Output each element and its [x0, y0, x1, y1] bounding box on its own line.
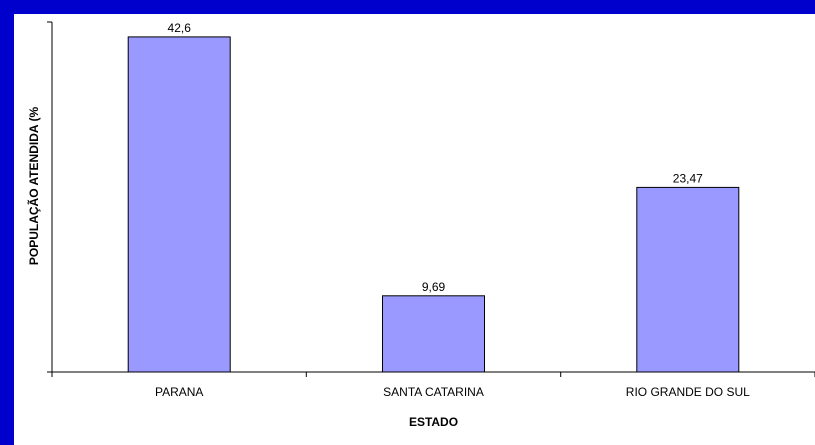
- bars-layer: [127, 36, 740, 373]
- x-tick-label-santa-catarina: SANTA CATARINA: [383, 385, 484, 399]
- x-axis-title: ESTADO: [409, 415, 458, 429]
- bar-santa-catarina: [382, 295, 485, 373]
- data-label-santa-catarina: 9,69: [422, 280, 446, 294]
- data-label-rio-grande-do-sul: 23,47: [673, 171, 703, 185]
- x-tick-label-rio-grande-do-sul: RIO GRANDE DO SUL: [626, 385, 750, 399]
- labels-layer: 42,6 PARANA 9,69 SANTA CATARINA 23,47 RIO GRA…: [155, 21, 750, 399]
- data-label-parana: 42,6: [168, 21, 192, 35]
- y-axis-title: POPULAÇÃO ATENDIDA (%: [26, 107, 41, 266]
- bar-parana: [127, 36, 231, 373]
- bar-rio-grande-do-sul: [636, 186, 740, 373]
- x-tick-label-parana: PARANA: [155, 385, 203, 399]
- axes-layer: [47, 21, 815, 377]
